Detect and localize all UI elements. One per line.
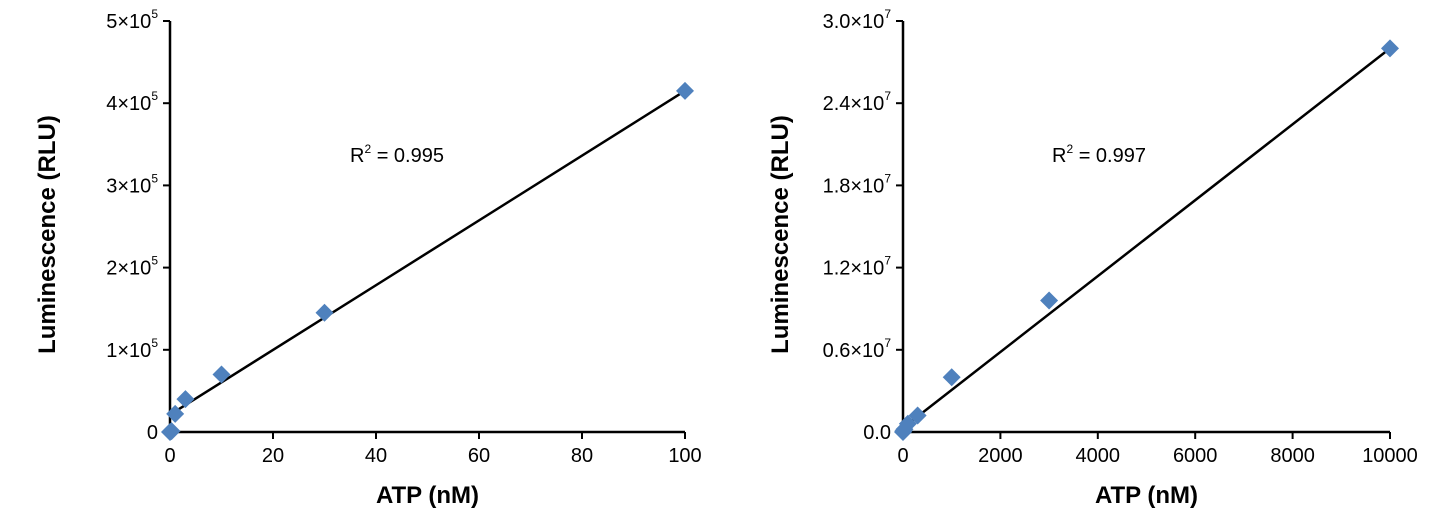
y-tick-label-base: 5×10 (106, 11, 151, 33)
data-point (166, 404, 185, 423)
x-tick-label: 20 (262, 445, 284, 467)
y-tick-label-exp: 7 (884, 254, 891, 268)
x-tick-label: 0 (164, 445, 175, 467)
y-tick-label-base: 4×10 (106, 93, 151, 115)
r-squared-value: = 0.997 (1073, 145, 1146, 167)
trendline (169, 89, 686, 416)
data-point (162, 422, 181, 441)
y-tick-label: 0.0 (863, 422, 891, 444)
x-tick-label: 100 (668, 445, 701, 467)
x-tick-label: 80 (571, 445, 593, 467)
y-tick-label: 1.2×107 (823, 254, 892, 280)
x-tick-label: 2000 (978, 445, 1023, 467)
y-tick-label: 3×105 (106, 171, 158, 197)
data-point (908, 406, 927, 425)
x-tick-label: 4000 (1076, 445, 1121, 467)
data-point (315, 303, 334, 322)
y-tick-label: 0 (147, 422, 158, 444)
x-tick-label: 8000 (1270, 445, 1315, 467)
x-tick-label: 10000 (1362, 445, 1418, 467)
x-tick-label: 0 (897, 445, 908, 467)
y-tick-label: 5×105 (106, 7, 158, 33)
y-tick-label: 4×105 (106, 89, 158, 115)
y-tick-label-base: 1.8×10 (823, 175, 885, 197)
data-point (176, 390, 195, 409)
r-squared-prefix: R (1052, 145, 1066, 167)
r-squared-value: = 0.995 (371, 145, 444, 167)
y-tick-label-base: 1.2×10 (823, 258, 885, 280)
y-tick-label: 2×105 (106, 254, 158, 280)
x-axis-title: ATP (nM) (376, 482, 479, 509)
data-point (676, 81, 694, 100)
data-point (942, 368, 961, 387)
y-tick-label-exp: 5 (151, 89, 158, 103)
y-tick-label-base: 3×10 (106, 175, 151, 197)
y-tick-label-exp: 5 (151, 171, 158, 185)
y-tick-label-exp: 5 (151, 336, 158, 350)
y-tick-label-base: 0.0 (863, 422, 891, 444)
x-tick-label: 60 (468, 445, 490, 467)
y-axis-title: Luminescence (RLU) (34, 115, 61, 354)
r-squared-annotation: R2 = 0.997 (1052, 142, 1146, 167)
y-tick-label-base: 2×10 (106, 258, 151, 280)
x-axis-title: ATP (nM) (1095, 482, 1198, 509)
y-tick-label: 1×105 (106, 336, 158, 362)
y-tick-label-base: 3.0×10 (823, 11, 885, 33)
y-tick-label: 0.6×107 (823, 336, 892, 362)
data-point (1381, 39, 1399, 58)
y-tick-label-exp: 5 (151, 7, 158, 21)
r-squared-prefix: R (350, 145, 364, 167)
y-tick-label-base: 2.4×10 (823, 93, 885, 115)
r-squared-annotation: R2 = 0.995 (350, 142, 444, 167)
x-tick-label: 40 (365, 445, 387, 467)
y-tick-label-exp: 7 (884, 336, 891, 350)
y-tick-label: 2.4×107 (823, 89, 892, 115)
y-axis-title: Luminescence (RLU) (767, 115, 794, 354)
r-squared-exponent: 2 (364, 142, 371, 156)
data-point (1040, 291, 1059, 310)
y-tick-label-exp: 5 (151, 254, 158, 268)
r-squared-exponent: 2 (1066, 142, 1073, 156)
x-tick-label: 6000 (1173, 445, 1218, 467)
data-point (212, 365, 231, 384)
y-tick-label-base: 0.6×10 (823, 340, 885, 362)
y-tick-label-exp: 7 (884, 89, 891, 103)
y-tick-label-exp: 7 (884, 7, 891, 21)
y-tick-label: 3.0×107 (823, 7, 892, 33)
trendline (902, 47, 1391, 429)
y-tick-label-exp: 7 (884, 171, 891, 185)
y-tick-label-base: 0 (147, 422, 158, 444)
y-tick-label: 1.8×107 (823, 171, 892, 197)
y-tick-label-base: 1×10 (106, 340, 151, 362)
